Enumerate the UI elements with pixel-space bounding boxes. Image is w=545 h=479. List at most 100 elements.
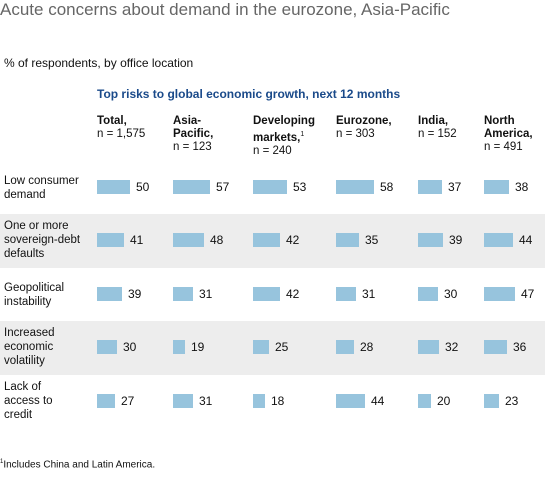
row-label: Increased economic volatility bbox=[4, 326, 55, 368]
bar bbox=[253, 340, 269, 354]
column-sample-size: n = 240 bbox=[253, 144, 292, 157]
bar bbox=[97, 287, 122, 301]
bar bbox=[336, 394, 365, 408]
data-label: 42 bbox=[286, 233, 300, 247]
data-label: 28 bbox=[360, 340, 374, 354]
data-label: 32 bbox=[445, 340, 459, 354]
bar bbox=[418, 287, 438, 301]
column-name: America, bbox=[484, 128, 533, 140]
data-label: 47 bbox=[521, 287, 535, 301]
row-label: Low consumer demand bbox=[4, 174, 79, 202]
column-header: India, n = 152 bbox=[418, 115, 457, 141]
column-name: India, bbox=[418, 115, 449, 127]
footnote: 1Includes China and Latin America. bbox=[0, 459, 155, 470]
bar bbox=[253, 233, 280, 247]
bar bbox=[418, 340, 439, 354]
column-header: Developing markets,1 n = 240 bbox=[253, 115, 315, 158]
data-label: 42 bbox=[286, 287, 300, 301]
bar bbox=[418, 394, 431, 408]
bar bbox=[173, 287, 193, 301]
data-label: 31 bbox=[199, 287, 213, 301]
row-label-line: demand bbox=[4, 189, 46, 201]
data-label: 20 bbox=[437, 394, 451, 408]
data-label: 37 bbox=[448, 180, 462, 194]
data-label: 18 bbox=[271, 394, 285, 408]
bar bbox=[336, 233, 359, 247]
table-row bbox=[0, 321, 545, 375]
bar bbox=[97, 233, 124, 247]
column-footnote-marker: 1 bbox=[300, 131, 305, 138]
data-label: 44 bbox=[519, 233, 533, 247]
column-sample-size: n = 491 bbox=[484, 141, 523, 153]
row-label-line: access to bbox=[4, 395, 53, 407]
column-name: Pacific, bbox=[173, 128, 214, 140]
table-heading: Top risks to global economic growth, nex… bbox=[97, 87, 401, 101]
bar bbox=[418, 180, 442, 194]
column-header: Total, n = 1,575 bbox=[97, 115, 145, 141]
chart-subtitle: % of respondents, by office location bbox=[4, 56, 194, 70]
data-label: 30 bbox=[123, 340, 137, 354]
bar bbox=[484, 180, 509, 194]
bar bbox=[484, 340, 507, 354]
bar bbox=[97, 394, 115, 408]
data-label: 36 bbox=[513, 340, 527, 354]
row-label-line: Low consumer bbox=[4, 175, 79, 187]
data-label: 25 bbox=[275, 340, 289, 354]
column-name: Asia- bbox=[173, 115, 202, 127]
data-label: 44 bbox=[371, 394, 385, 408]
column-name: North bbox=[484, 115, 515, 127]
bar bbox=[418, 233, 443, 247]
data-label: 39 bbox=[128, 287, 142, 301]
data-label: 23 bbox=[505, 394, 519, 408]
row-label-line: volatility bbox=[4, 355, 45, 367]
row-label-line: instability bbox=[4, 296, 52, 308]
row-label-line: credit bbox=[4, 409, 33, 421]
bar bbox=[336, 180, 374, 194]
row-label-line: Increased bbox=[4, 327, 55, 339]
footnote-text: Includes China and Latin America. bbox=[3, 459, 156, 471]
column-name: Eurozone, bbox=[336, 115, 392, 127]
bar bbox=[484, 233, 513, 247]
data-label: 50 bbox=[136, 180, 150, 194]
data-label: 19 bbox=[191, 340, 205, 354]
column-name: markets,1 bbox=[253, 131, 305, 144]
row-label: Geopolitical instability bbox=[4, 281, 64, 309]
row-label-line: Lack of bbox=[4, 381, 42, 393]
column-sample-size: n = 152 bbox=[418, 128, 457, 140]
bar bbox=[173, 340, 185, 354]
bar bbox=[173, 180, 210, 194]
column-name: Total, bbox=[97, 115, 127, 127]
data-label: 48 bbox=[210, 233, 224, 247]
footnote-marker: 1 bbox=[0, 459, 4, 465]
data-label: 41 bbox=[130, 233, 144, 247]
row-label: Lack of access to credit bbox=[4, 380, 53, 422]
bar bbox=[173, 233, 204, 247]
row-label-line: sovereign-debt bbox=[4, 234, 81, 246]
data-label: 39 bbox=[449, 233, 463, 247]
column-sample-size: n = 123 bbox=[173, 141, 212, 153]
row-label-line: One or more bbox=[4, 220, 69, 232]
chart-title: Acute concerns about demand in the euroz… bbox=[0, 0, 450, 19]
bar bbox=[336, 340, 354, 354]
row-label-line: economic bbox=[4, 341, 54, 353]
row-label: One or more sovereign-debt defaults bbox=[4, 219, 80, 261]
data-label: 58 bbox=[380, 180, 394, 194]
data-label: 35 bbox=[365, 233, 379, 247]
column-header: North America, n = 491 bbox=[484, 115, 533, 154]
data-label: 31 bbox=[199, 394, 213, 408]
bar bbox=[336, 287, 356, 301]
column-header: Asia- Pacific, n = 123 bbox=[173, 115, 213, 154]
data-label: 38 bbox=[515, 180, 529, 194]
data-label: 31 bbox=[362, 287, 376, 301]
bar bbox=[253, 287, 280, 301]
bar bbox=[484, 394, 499, 408]
bar bbox=[97, 340, 117, 354]
data-label: 30 bbox=[444, 287, 458, 301]
bar bbox=[253, 180, 287, 194]
column-sample-size: n = 1,575 bbox=[97, 128, 146, 140]
column-sample-size: n = 303 bbox=[336, 128, 375, 140]
row-label-line: Geopolitical bbox=[4, 282, 65, 294]
bar bbox=[484, 287, 515, 301]
bar bbox=[253, 394, 265, 408]
data-label: 27 bbox=[121, 394, 135, 408]
